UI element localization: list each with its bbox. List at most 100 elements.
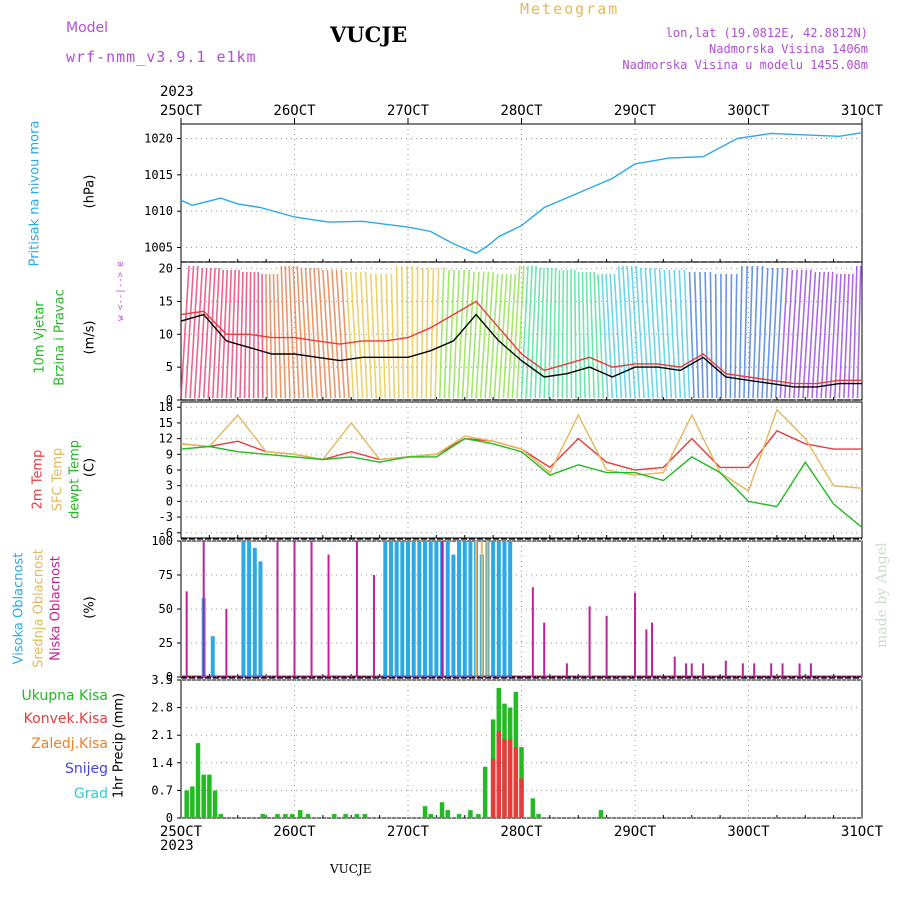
wind-barb	[390, 273, 396, 399]
bar-niska-oblacnost	[543, 622, 546, 677]
ytick-label-pressure: 1010	[144, 204, 173, 218]
bar-visoka-oblacnost	[210, 636, 215, 677]
ytick-label-precipitation: 0	[166, 811, 173, 825]
wind-barb	[326, 269, 337, 399]
legend-hail: Grad	[73, 786, 108, 802]
bar-ukupna-kisa	[184, 790, 189, 818]
ytick-label-pressure: 1020	[144, 132, 173, 146]
wind-barb	[779, 267, 789, 399]
wind-barb	[617, 265, 627, 399]
wind-barb	[340, 269, 350, 399]
bar-visoka-oblacnost	[457, 541, 462, 677]
bar-visoka-oblacnost	[247, 541, 252, 677]
wind-barb	[322, 269, 332, 399]
bar-visoka-oblacnost	[434, 541, 439, 677]
bar-niska-oblacnost	[355, 541, 358, 677]
wind-barb	[272, 273, 278, 399]
wind-barb	[375, 273, 382, 399]
bar-niska-oblacnost	[372, 575, 375, 677]
wind-barb	[673, 269, 682, 399]
wind-barb	[815, 271, 825, 399]
wind-barb	[852, 265, 858, 399]
wind-barb	[406, 265, 409, 399]
ytick-label-pressure: 1015	[144, 168, 173, 182]
bar-niska-oblacnost	[724, 660, 727, 677]
wind-barb	[470, 271, 480, 399]
bar-niska-oblacnost	[741, 663, 744, 677]
bar-srednja-oblacnost	[475, 541, 478, 677]
wind-barb	[609, 273, 618, 399]
wind-barb	[211, 267, 220, 399]
wind-barb	[345, 271, 355, 399]
bar-ukupna-kisa	[195, 743, 201, 818]
bar-ukupna-kisa	[439, 802, 445, 818]
wind-barb	[466, 271, 475, 399]
date-label-top: 29OCT	[614, 103, 657, 119]
wind-barb	[824, 271, 834, 399]
wind-barb	[774, 267, 784, 399]
wind-barb	[605, 273, 614, 399]
wind-barb	[448, 269, 455, 399]
wind-barb	[507, 273, 517, 399]
wind-barb	[714, 273, 718, 399]
date-label-top: 25OCT	[160, 103, 203, 119]
wind-barb	[350, 271, 359, 399]
model-label: Model	[66, 20, 109, 36]
bar-visoka-oblacnost	[428, 541, 433, 677]
ytick-label-temperature: -6	[159, 526, 173, 540]
date-label-bottom: 30OCT	[727, 824, 770, 840]
bar-niska-oblacnost	[531, 587, 534, 677]
ytick-label-wind: 0	[166, 393, 173, 407]
bar-visoka-oblacnost	[411, 541, 416, 677]
wind-barb	[292, 265, 300, 399]
bar-visoka-oblacnost	[417, 541, 422, 677]
ytick-label-temperature: 15	[159, 416, 173, 430]
bar-visoka-oblacnost	[491, 541, 496, 677]
wind-barb	[452, 269, 460, 399]
bar-ukupna-kisa	[190, 786, 195, 818]
wind-barb	[443, 269, 450, 399]
bar-visoka-oblacnost	[423, 541, 428, 677]
bar-konvek-kisa	[490, 758, 496, 818]
wind-barb	[280, 265, 287, 399]
wind-barb	[457, 269, 466, 399]
bar-niska-oblacnost	[651, 622, 654, 677]
wind-barb	[434, 267, 440, 399]
bar-niska-oblacnost	[202, 541, 205, 677]
wind-barb	[838, 273, 846, 399]
wind-barb	[761, 267, 769, 399]
footer-station: VUCJE	[330, 862, 372, 876]
date-label-bottom: 25OCT	[160, 824, 203, 840]
wind-barb	[678, 269, 686, 399]
wind-barb	[833, 273, 842, 399]
date-label-bottom: 31OCT	[841, 824, 884, 840]
bar-ukupna-kisa	[476, 814, 481, 818]
bar-niska-oblacnost	[276, 541, 279, 677]
bar-niska-oblacnost	[690, 663, 693, 677]
wind-barb	[511, 265, 521, 399]
ytick-label-temperature: 6	[166, 463, 173, 477]
bar-ukupna-kisa	[482, 766, 488, 818]
wind-barb	[202, 267, 212, 399]
wind-barb	[529, 265, 537, 399]
bar-ukupna-kisa	[305, 814, 311, 818]
series-line-pritisak-na-nivou-mora	[180, 132, 863, 255]
wind-barb	[856, 265, 862, 399]
bar-ukupna-kisa	[260, 814, 265, 818]
wind-barb	[811, 271, 821, 399]
bar-visoka-oblacnost	[394, 541, 399, 677]
bar-ukupna-kisa	[598, 810, 604, 818]
ytick-label-temperature: 3	[166, 479, 173, 493]
wind-barb	[369, 273, 378, 399]
bar-ukupna-kisa	[362, 814, 368, 818]
wind-barb	[304, 267, 314, 399]
bar-konvek-kisa	[496, 731, 502, 818]
wind-barb	[475, 271, 485, 399]
ytick-label-wind: 5	[166, 360, 173, 374]
bar-niska-oblacnost	[310, 541, 313, 677]
wind-barb	[683, 269, 691, 399]
date-label-bottom: 26OCT	[273, 824, 316, 840]
bar-visoka-oblacnost	[445, 541, 450, 677]
wind-barb	[520, 265, 529, 399]
wind-barb	[788, 269, 798, 399]
